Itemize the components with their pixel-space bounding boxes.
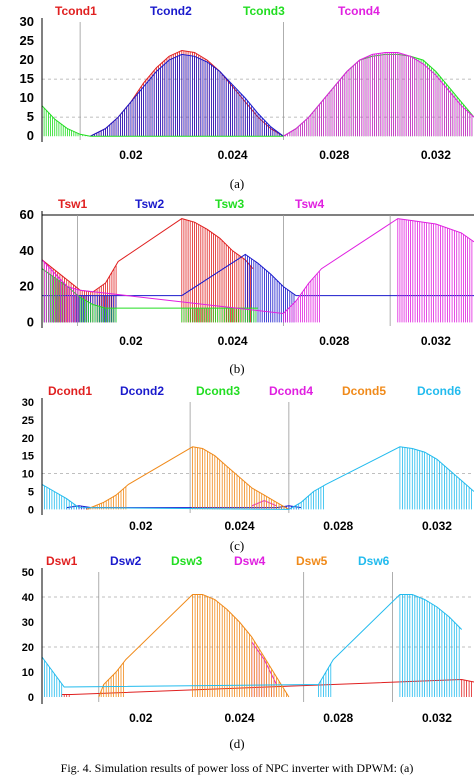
legend-c-Dcond3: Dcond3	[196, 384, 240, 398]
series-c-Dcond5	[86, 446, 290, 510]
xtick-label-c-0: 0.02	[129, 519, 153, 533]
xtick-label-b-3: 0.032	[421, 334, 451, 348]
series-c-Dcond6	[41, 446, 474, 510]
figure-caption: Fig. 4. Simulation results of power loss…	[60, 761, 414, 775]
chart-c: 0 5 10 15 20 25 30 0.02 0.024 0.028 0.032 Dcond1 Dco…	[22, 384, 474, 533]
legend-b-Tsw4: Tsw4	[295, 197, 324, 211]
legend-b-Tsw1: Tsw1	[58, 197, 87, 211]
panel-label-c: (c)	[229, 538, 245, 553]
panel-a: 0 5 10 15 20 25 30 0.02 0.024 0.028 0.032 Tcond1 Tco…	[0, 0, 474, 172]
ytick-label-c-2: 10	[22, 469, 34, 481]
ytick-label-a-0: 0	[27, 128, 34, 143]
xtick-label-d-3: 0.032	[422, 711, 452, 725]
xtick-label-c-1: 0.024	[224, 519, 254, 533]
chart-b: 0 20 40 60 0.02 0.024 0.028 0.032 Tsw1 Tsw2 Tsw3 Ts…	[20, 197, 474, 348]
series-d-Dsw1	[61, 678, 474, 695]
series-d-Dsw5	[98, 594, 290, 698]
chart-a: 0 5 10 15 20 25 30 0.02 0.024 0.028 0.032 Tcond1 Tco…	[20, 4, 474, 162]
ytick-label-d-0: 0	[28, 692, 34, 704]
legend-a-Tcond4: Tcond4	[338, 4, 380, 18]
xtick-label-b-0: 0.02	[119, 334, 143, 348]
legend-d-Dsw5: Dsw5	[296, 556, 328, 568]
ytick-label-b-3: 60	[20, 207, 34, 222]
legend-c-Dcond6: Dcond6	[417, 384, 461, 398]
ytick-label-a-2: 10	[20, 90, 34, 105]
legend-a-Tcond2: Tcond2	[150, 4, 192, 18]
panel-label-b: (b)	[229, 361, 245, 376]
legend-d-Dsw1: Dsw1	[46, 556, 78, 568]
xtick-label-a-3: 0.032	[421, 148, 451, 162]
xtick-label-a-0: 0.02	[119, 148, 143, 162]
ytick-label-c-5: 25	[22, 415, 34, 427]
series-b-Tsw1	[41, 218, 254, 293]
panel-label-d: (d)	[229, 736, 245, 751]
ytick-label-d-3: 30	[22, 617, 34, 629]
xtick-label-a-2: 0.028	[319, 148, 349, 162]
legend-a-Tcond1: Tcond1	[55, 4, 97, 18]
series-a-Tcond1	[90, 49, 284, 137]
legend-c-Dcond5: Dcond5	[342, 384, 386, 398]
legend-c-Dcond2: Dcond2	[120, 384, 164, 398]
ytick-label-a-1: 5	[27, 109, 34, 124]
ytick-label-c-3: 15	[22, 451, 34, 463]
legend-a-Tcond3: Tcond3	[243, 4, 285, 18]
legend-c-Dcond4: Dcond4	[269, 384, 313, 398]
xtick-label-b-2: 0.028	[319, 334, 349, 348]
xtick-label-d-1: 0.024	[224, 711, 254, 725]
ytick-label-c-0: 0	[28, 504, 34, 516]
ytick-label-b-1: 20	[20, 279, 34, 294]
xtick-label-b-1: 0.024	[218, 334, 248, 348]
legend-d-Dsw4: Dsw4	[234, 556, 266, 568]
ytick-label-a-3: 15	[20, 71, 34, 86]
legend-d-Dsw2: Dsw2	[110, 556, 142, 568]
legend-b-Tsw3: Tsw3	[215, 197, 244, 211]
panel-b: 0 20 40 60 0.02 0.024 0.028 0.032 Tsw1 Tsw2 Tsw3 Ts…	[0, 195, 474, 357]
legend-d-Dsw3: Dsw3	[171, 556, 203, 568]
legend-c-Dcond1: Dcond1	[48, 384, 92, 398]
ytick-label-a-4: 20	[20, 52, 34, 67]
xtick-label-d-2: 0.028	[323, 711, 353, 725]
ytick-label-b-0: 0	[27, 314, 34, 329]
ytick-label-a-5: 25	[20, 33, 34, 48]
ytick-label-a-6: 30	[20, 14, 34, 29]
ytick-label-d-4: 40	[22, 592, 34, 604]
xtick-label-c-2: 0.028	[323, 519, 353, 533]
xtick-label-a-1: 0.024	[218, 148, 248, 162]
legend-d-Dsw6: Dsw6	[358, 556, 390, 568]
ytick-label-c-6: 30	[22, 397, 34, 409]
series-a-Tcond2	[90, 53, 284, 137]
panel-label-a: (a)	[229, 176, 245, 191]
legend-b-Tsw2: Tsw2	[135, 197, 164, 211]
panel-d: 0 10 20 30 40 50 0.02 0.024 0.028 0.032 Dsw1 Dsw2 Ds…	[0, 556, 474, 730]
ytick-label-b-2: 40	[20, 243, 34, 258]
ytick-label-c-1: 5	[28, 487, 34, 499]
ytick-label-d-1: 10	[22, 667, 34, 679]
ytick-label-c-4: 20	[22, 433, 34, 445]
xtick-label-d-0: 0.02	[129, 711, 153, 725]
xtick-label-c-3: 0.032	[422, 519, 452, 533]
ytick-label-d-5: 50	[22, 567, 34, 579]
ytick-label-d-2: 20	[22, 642, 34, 654]
chart-d: 0 10 20 30 40 50 0.02 0.024 0.028 0.032 Dsw1 Dsw2 Ds…	[22, 556, 474, 725]
panel-c: 0 5 10 15 20 25 30 0.02 0.024 0.028 0.032 Dcond1 Dco…	[0, 380, 474, 533]
